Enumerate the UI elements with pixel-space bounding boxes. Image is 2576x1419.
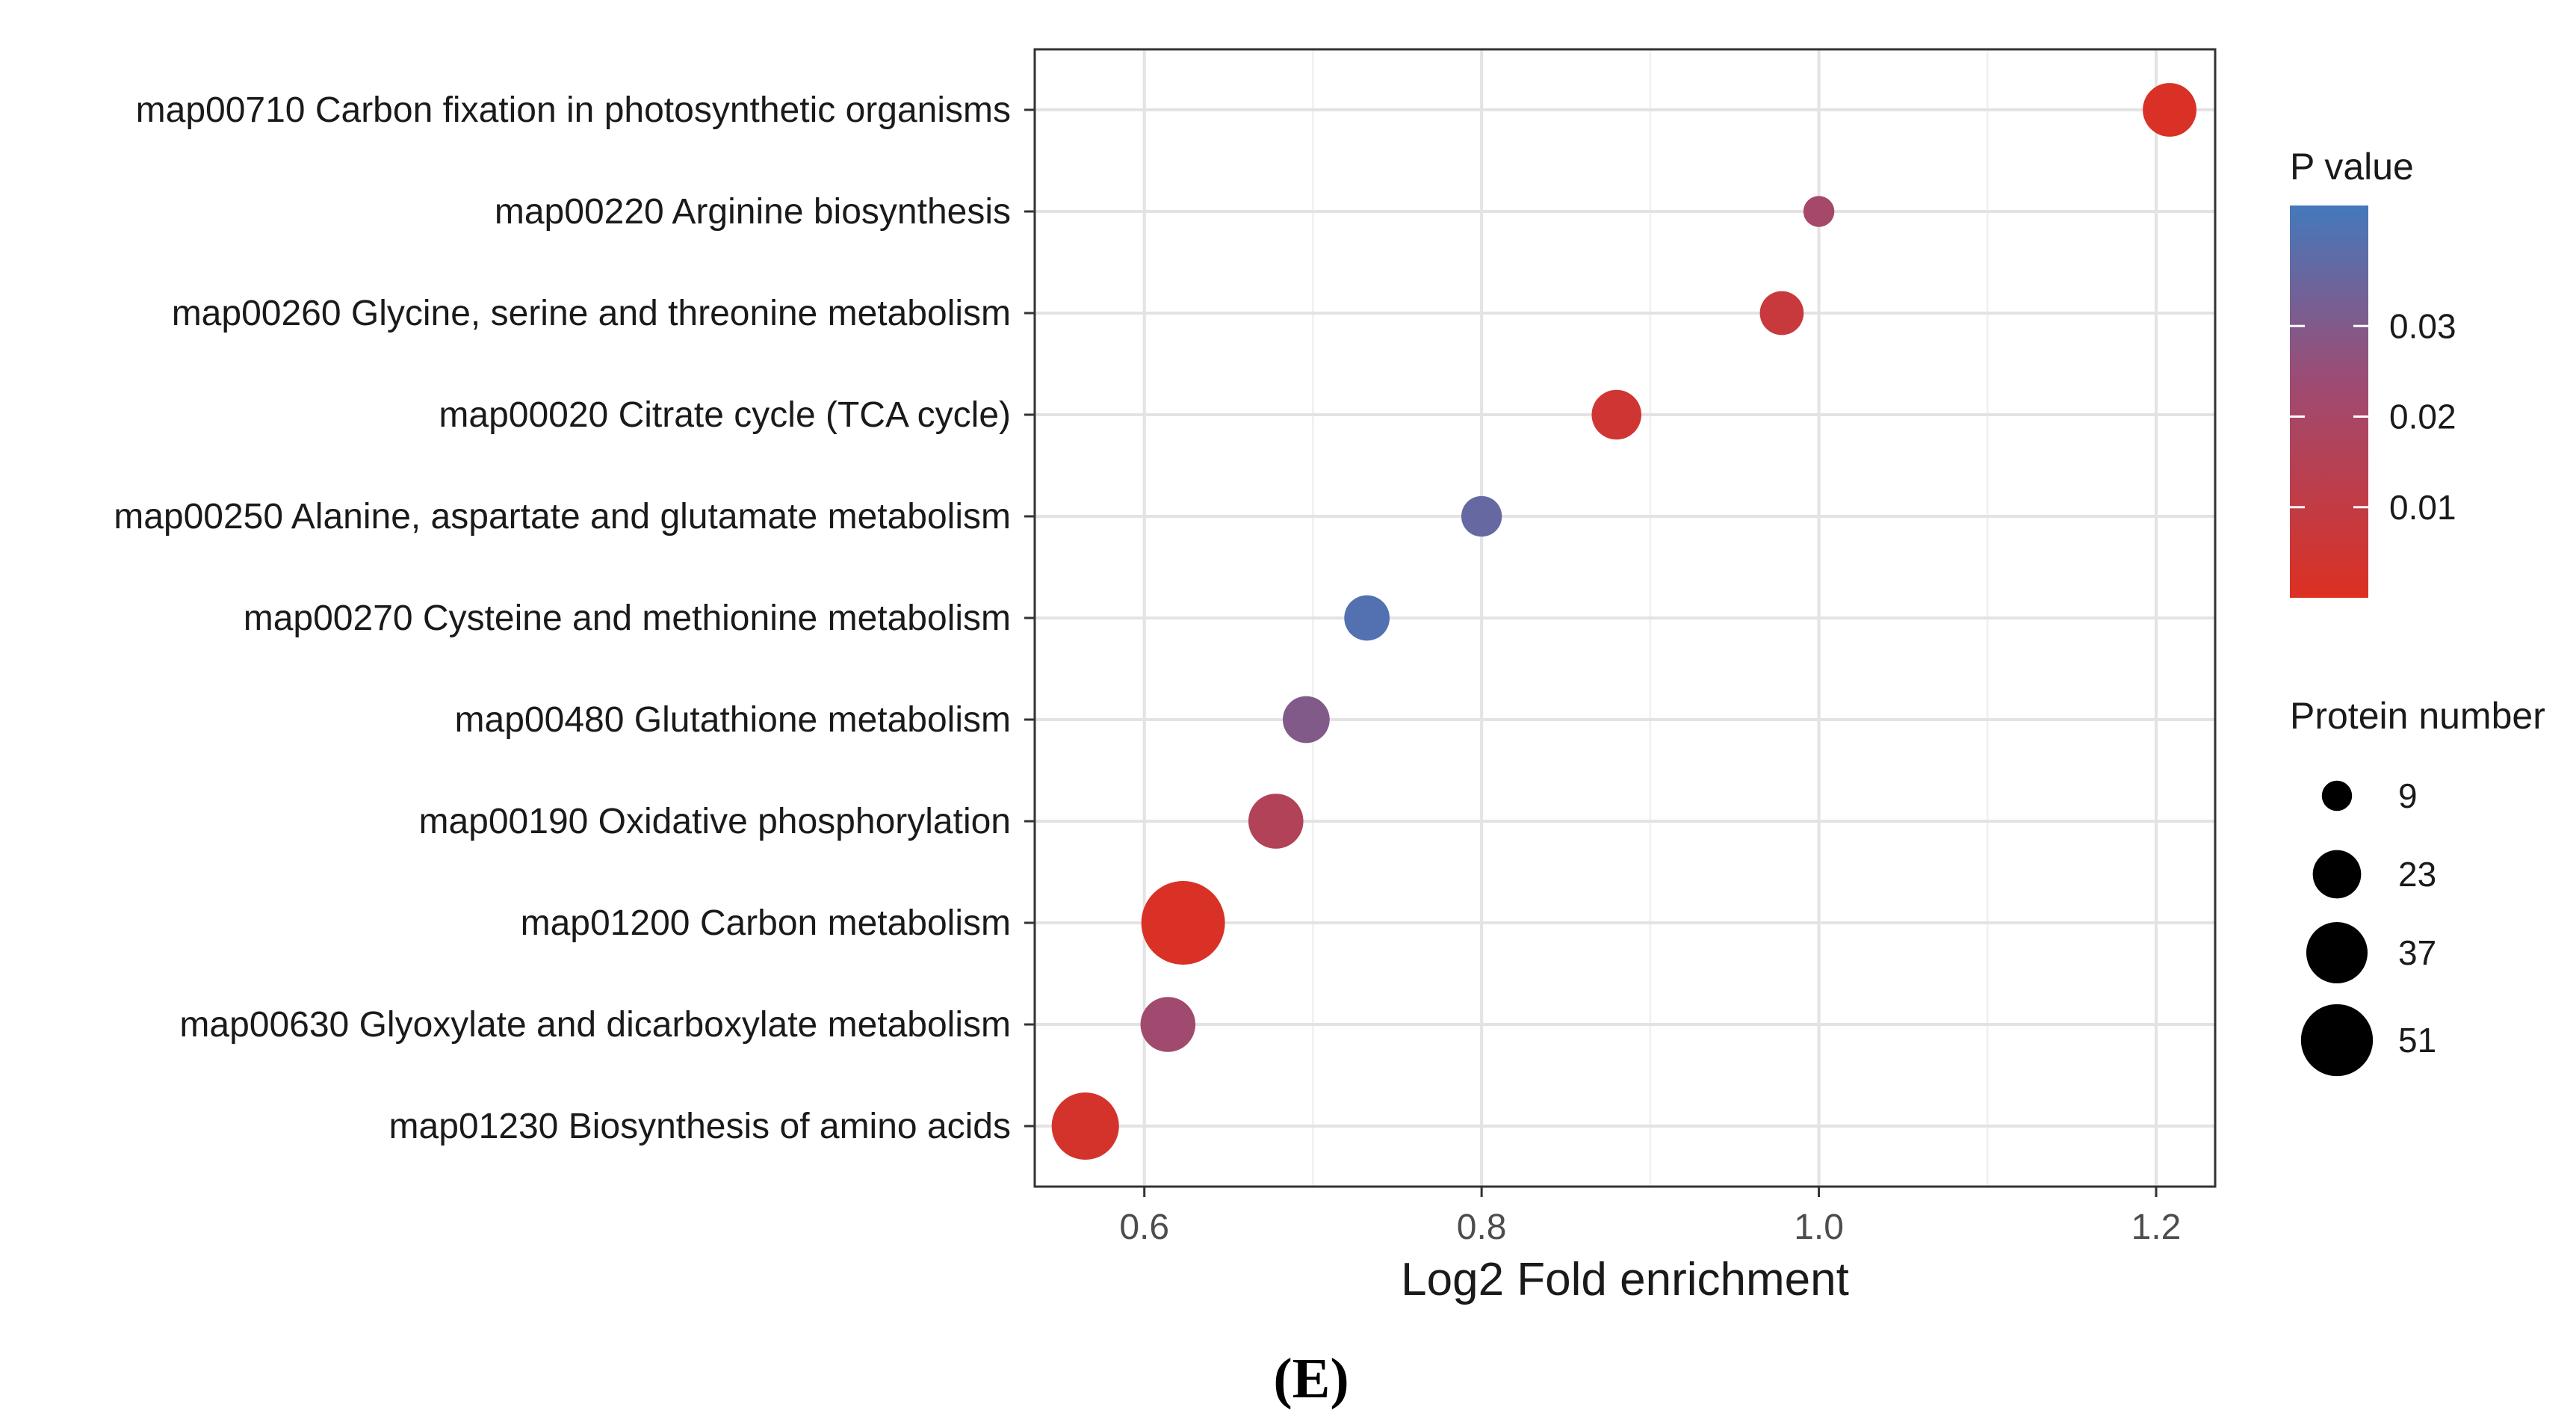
size-legend-key xyxy=(2312,850,2362,899)
data-point xyxy=(2143,83,2196,137)
color-legend-label: 0.03 xyxy=(2389,306,2456,345)
size-legend-label: 37 xyxy=(2398,933,2436,972)
x-tick-label: 1.0 xyxy=(1794,1208,1844,1247)
y-tick-label: map00220 Arginine biosynthesis xyxy=(495,192,1011,232)
x-tick-label: 0.8 xyxy=(1457,1208,1507,1247)
data-point xyxy=(1803,196,1835,227)
data-point xyxy=(1759,291,1804,336)
y-tick-label: map00710 Carbon fixation in photosynthet… xyxy=(136,90,1011,130)
y-tick-label: map00020 Citrate cycle (TCA cycle) xyxy=(439,395,1011,435)
size-legend-label: 9 xyxy=(2398,776,2418,815)
y-tick-label: map01230 Biosynthesis of amino acids xyxy=(389,1107,1011,1146)
data-point xyxy=(1461,495,1502,537)
size-legend-title: Protein number xyxy=(2290,695,2545,737)
y-tick-label: map00480 Glutathione metabolism xyxy=(455,700,1011,740)
y-tick-label: map00260 Glycine, serine and threonine m… xyxy=(172,294,1011,333)
data-point xyxy=(1141,881,1225,965)
y-tick-label: map00250 Alanine, aspartate and glutamat… xyxy=(114,497,1011,537)
color-legend-label: 0.01 xyxy=(2389,488,2456,527)
data-point xyxy=(1591,389,1641,440)
x-tick-label: 0.6 xyxy=(1119,1208,1169,1247)
color-legend-title: P value xyxy=(2290,146,2414,188)
size-legend-label: 51 xyxy=(2398,1021,2436,1060)
y-tick-label: map00630 Glyoxylate and dicarboxylate me… xyxy=(179,1005,1011,1045)
data-point xyxy=(1344,595,1390,641)
figure-caption: (E) xyxy=(1273,1347,1349,1410)
data-point xyxy=(1140,997,1196,1052)
data-point xyxy=(1248,794,1304,849)
x-tick-label: 1.2 xyxy=(2131,1208,2182,1247)
size-legend-key xyxy=(2306,921,2368,984)
size-legend-key xyxy=(2300,1004,2374,1077)
size-legend-label: 23 xyxy=(2398,855,2436,894)
y-tick-label: map00270 Cysteine and methionine metabol… xyxy=(244,599,1011,638)
x-axis-title: Log2 Fold enrichment xyxy=(1401,1254,1849,1305)
size-legend-key xyxy=(2321,780,2353,811)
y-tick-label: map01200 Carbon metabolism xyxy=(521,903,1011,943)
color-legend-bar xyxy=(2290,205,2368,598)
y-tick-label: map00190 Oxidative phosphorylation xyxy=(418,802,1011,841)
data-point xyxy=(1283,696,1330,743)
data-point xyxy=(1051,1092,1119,1160)
color-legend-label: 0.02 xyxy=(2389,398,2456,436)
